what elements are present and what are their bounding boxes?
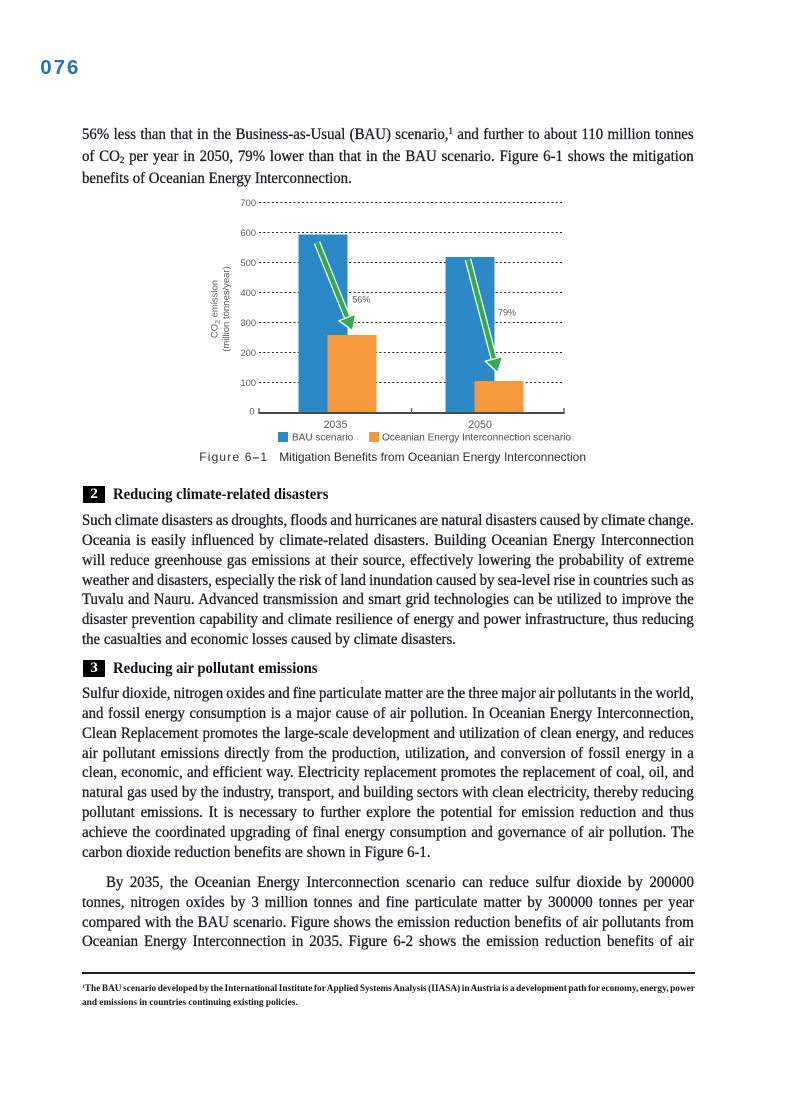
svg-text:2035: 2035 xyxy=(324,419,348,431)
svg-text:(million tonnes/year): (million tonnes/year) xyxy=(221,266,232,352)
svg-text:0: 0 xyxy=(249,407,254,417)
svg-text:BAU scenario: BAU scenario xyxy=(292,433,354,444)
svg-text:700: 700 xyxy=(240,198,256,208)
svg-text:CO2 emission: CO2 emission xyxy=(210,280,222,338)
svg-text:600: 600 xyxy=(240,228,256,238)
svg-text:Oceanian Energy Interconnectio: Oceanian Energy Interconnection scenario xyxy=(382,433,571,444)
svg-text:79%: 79% xyxy=(498,308,516,318)
svg-text:56%: 56% xyxy=(352,295,370,305)
svg-text:200: 200 xyxy=(240,348,256,358)
svg-text:300: 300 xyxy=(240,318,256,328)
svg-text:400: 400 xyxy=(240,288,256,298)
svg-text:100: 100 xyxy=(240,378,256,388)
svg-text:500: 500 xyxy=(240,258,256,268)
svg-text:2050: 2050 xyxy=(468,419,492,431)
